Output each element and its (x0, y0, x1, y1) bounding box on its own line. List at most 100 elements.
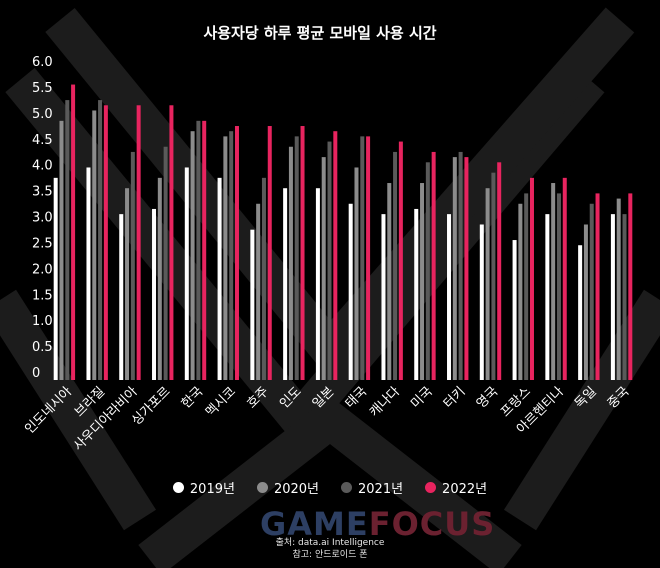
bar (595, 193, 600, 380)
decoration-stroke (503, 289, 660, 531)
bar (578, 245, 583, 380)
y-tick-label: 0 (32, 366, 40, 381)
chart-title: 사용자당 하루 평균 모바일 사용 시간 (203, 24, 436, 42)
bar (184, 167, 189, 380)
bar (157, 177, 162, 380)
source-line: 출처: data.ai Intelligence (275, 538, 385, 548)
bar (616, 198, 621, 380)
y-axis-ticks: 0 0.5 1.0 1.5 2.0 2.5 3.0 3.5 4.0 4.5 5.0 5.5 6.0 (32, 55, 53, 381)
bar (65, 100, 70, 380)
bar (217, 177, 222, 380)
bar (420, 183, 425, 380)
x-tick-label: 캐나다 (367, 384, 403, 420)
bar (59, 120, 64, 380)
legend-item: 2020년 (256, 478, 319, 497)
bar (169, 105, 174, 381)
y-tick-label: 3.0 (32, 211, 53, 226)
bar (485, 188, 490, 380)
y-tick-label: 1.0 (32, 314, 53, 329)
bar (381, 214, 386, 380)
bar (556, 193, 561, 380)
bars (53, 84, 633, 381)
bar (464, 157, 469, 380)
y-tick-label: 0.5 (32, 340, 53, 355)
bar (491, 172, 496, 380)
bar (71, 84, 76, 381)
bar (589, 203, 594, 380)
bar (190, 131, 195, 380)
y-tick-label: 6.0 (32, 55, 53, 70)
legend-label: 2019년 (189, 482, 235, 497)
bar (348, 203, 353, 380)
bar (628, 193, 633, 380)
bar (256, 203, 261, 380)
bar (53, 177, 58, 380)
bar (425, 162, 430, 380)
bar (300, 126, 305, 381)
bar (551, 183, 556, 380)
bar (288, 146, 293, 380)
bar (354, 167, 359, 380)
decoration-stroke (0, 289, 157, 531)
bar (518, 203, 523, 380)
bar (387, 183, 392, 380)
x-tick-label: 한국 (179, 384, 207, 412)
bar (447, 214, 452, 380)
bar (366, 136, 371, 380)
bar (125, 188, 130, 380)
legend: 2019년 2020년 2021년 2022년 (0, 478, 660, 497)
bar (479, 224, 484, 380)
bar (119, 214, 124, 380)
legend-label: 2020년 (273, 482, 319, 497)
x-tick-label: 멕시코 (203, 384, 239, 420)
bar (622, 214, 627, 380)
x-tick-label: 터키 (441, 384, 469, 412)
legend-swatch (172, 482, 184, 493)
bar (130, 151, 135, 380)
bar (267, 126, 272, 381)
bar (250, 229, 255, 380)
watermark: GAMEFOCUS (260, 505, 495, 543)
legend-label: 2021년 (358, 482, 404, 497)
bar (234, 126, 239, 381)
legend-swatch (341, 482, 352, 493)
bar (360, 136, 365, 380)
bar (152, 208, 157, 380)
bar (393, 151, 398, 380)
bar (583, 224, 588, 380)
legend-swatch (256, 482, 268, 493)
y-tick-label: 2.0 (32, 262, 53, 277)
bar (333, 131, 338, 380)
bar (103, 105, 108, 381)
bar (315, 188, 320, 380)
bar (283, 188, 288, 380)
bar (223, 136, 228, 380)
bar (163, 146, 168, 380)
decoration-stroke (45, 7, 635, 380)
bar (545, 214, 550, 380)
legend-item: 2019년 (172, 478, 235, 497)
y-tick-label: 5.0 (32, 107, 53, 122)
y-tick-label: 4.0 (32, 159, 53, 174)
legend-item: 2022년 (425, 478, 487, 497)
bar (398, 141, 403, 380)
bar (86, 167, 91, 380)
note-line: 참고: 안드로이드 폰 (292, 550, 368, 560)
bar (524, 193, 529, 380)
bar (562, 177, 567, 380)
watermark-part1: GAME (260, 505, 369, 543)
y-tick-label: 2.5 (32, 236, 53, 251)
watermark-part2: FOCUS (368, 505, 496, 543)
bar (92, 110, 97, 380)
bar (452, 157, 457, 380)
bar (327, 141, 332, 380)
bar (321, 157, 326, 380)
y-tick-label: 1.5 (32, 288, 53, 303)
bar (529, 177, 534, 380)
bar (98, 100, 103, 380)
legend-swatch (425, 482, 437, 493)
bar (610, 214, 615, 380)
decoration-stroke (138, 395, 522, 568)
bar (431, 151, 436, 380)
